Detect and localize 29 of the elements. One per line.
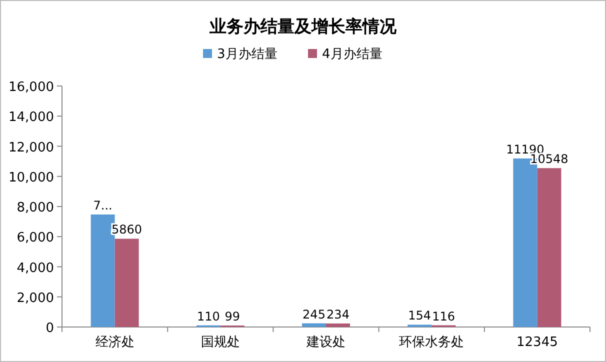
y-tick-label: 6,000 xyxy=(16,230,54,246)
y-tick-label: 14,000 xyxy=(8,110,54,126)
y-tick-label: 8,000 xyxy=(16,200,54,216)
y-tick-label: 0 xyxy=(46,321,54,336)
x-tick-label: 建设处 xyxy=(306,335,346,350)
x-tick-label: 环保水务处 xyxy=(399,335,464,350)
y-tick-label: 10,000 xyxy=(8,170,54,186)
data-label: 99 xyxy=(224,310,240,324)
chart-title: 业务办结量及增长率情况 xyxy=(208,17,398,37)
x-tick-label: 经济处 xyxy=(95,335,134,350)
x-tick-label: 国规处 xyxy=(200,335,240,350)
data-label: 116 xyxy=(432,309,456,324)
data-label: 110 xyxy=(196,309,220,324)
legend-label: 4月办结量 xyxy=(322,47,382,62)
y-tick-label: 4,000 xyxy=(16,260,54,276)
data-label: 10548 xyxy=(530,152,568,166)
y-tick-label: 16,000 xyxy=(8,80,54,95)
bar xyxy=(326,323,350,327)
bar xyxy=(537,168,562,327)
data-label: 154 xyxy=(408,308,432,323)
bar xyxy=(114,238,139,327)
legend-label: 3月办结量 xyxy=(217,47,278,62)
y-tick-label: 2,000 xyxy=(16,290,54,306)
data-label: 245 xyxy=(302,307,326,322)
x-tick-label: 12345 xyxy=(516,335,558,350)
data-label: 234 xyxy=(326,307,350,322)
data-label: 7... xyxy=(93,198,112,212)
bar xyxy=(302,323,326,327)
y-tick-label: 12,000 xyxy=(8,140,54,156)
